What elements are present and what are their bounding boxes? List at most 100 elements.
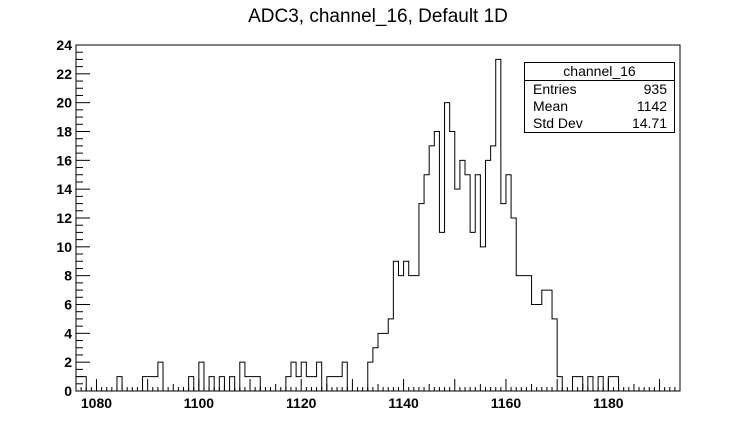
histogram-bin [393,261,398,391]
histogram-bin [342,362,347,391]
y-tick-label: 24 [56,37,72,53]
histogram-bin [598,377,603,391]
histogram-bin [209,377,214,391]
histogram-bin [480,247,485,391]
stats-entries-value: 935 [643,81,667,97]
histogram-bin [153,377,158,391]
histogram-bin [547,290,552,391]
histogram-bin [219,377,224,391]
y-tick-label: 0 [64,383,72,399]
y-tick-label: 2 [64,354,72,370]
histogram-bin [608,377,613,391]
histogram-outline [75,58,680,392]
histogram-bin [301,362,306,391]
stats-box: channel_16 Entries 935 Mean 1142 Std Dev… [524,62,675,133]
histogram-bin [506,175,511,391]
stats-title: channel_16 [525,63,674,81]
stats-stddev-value: 14.71 [631,115,667,131]
histogram-bin [521,276,526,391]
histogram-bin [378,333,383,391]
x-tick-label: 1180 [593,395,624,411]
histogram-bin [419,204,424,391]
histogram-bin [491,146,496,391]
y-tick-label: 20 [56,95,72,111]
histogram-bin [409,276,414,391]
histogram-bin [552,319,557,391]
histogram-bin [199,362,204,391]
histogram-bin [245,377,250,391]
histogram-bin [291,362,296,391]
stats-entries-label: Entries [533,81,577,97]
y-tick-label: 8 [64,268,72,284]
histogram-bin [455,189,460,391]
histogram-bin [250,377,255,391]
histogram-bin [255,377,260,391]
histogram-bin [414,276,419,391]
histogram-bin [557,377,562,391]
histogram-bin [588,377,593,391]
histogram-bin [613,377,618,391]
stats-mean-label: Mean [533,98,569,114]
stats-stddev-label: Std Dev [533,115,583,131]
histogram-bin [537,305,542,392]
histogram-bin [240,362,245,391]
histogram-bin [286,377,291,391]
chart-title: ADC3, channel_16, Default 1D [248,6,508,27]
histogram-bin [311,377,316,391]
histogram-bin [470,232,475,391]
x-tick-label: 1120 [286,395,317,411]
histogram-bin [404,261,409,391]
histogram-bin [296,377,301,391]
histogram-bin [189,377,194,391]
histogram-bin [516,276,521,391]
histogram-bin [526,276,531,391]
y-tick-label: 16 [56,152,72,168]
histogram-bin [465,175,470,391]
histogram-bin [445,103,450,391]
x-tick-label: 1140 [388,395,419,411]
histogram-bin [230,377,235,391]
histogram-bin [388,319,393,391]
histogram-bin [158,362,163,391]
histogram-bin [368,362,373,391]
histogram-bin [496,59,501,391]
y-tick-label: 6 [64,297,72,313]
x-axis: 1080 1100 1120 1140 1160 1180 [75,379,681,411]
histogram-bin [542,290,547,391]
y-tick-label: 12 [56,210,72,226]
histogram-bin [317,362,322,391]
histogram-bin [511,218,516,391]
histogram-bin [501,204,506,391]
x-tick-label: 1100 [184,395,215,411]
histogram-bin [424,175,429,391]
histogram-bin [117,377,122,391]
y-tick-label: 10 [56,239,72,255]
x-tick-label: 1160 [491,395,522,411]
histogram-bin [475,175,480,391]
y-tick-label: 18 [56,124,72,140]
histogram-bin [148,377,153,391]
y-tick-label: 14 [56,181,72,197]
histogram-bin [143,377,148,391]
histogram-bin [578,377,583,391]
histogram-bin [337,377,342,391]
histogram-bin [398,276,403,391]
histogram-bin [383,333,388,391]
histogram-bin [332,377,337,391]
x-tick-label: 1080 [81,395,112,411]
histogram-bin [327,377,332,391]
histogram-bin [373,348,378,391]
histogram-bin [532,305,537,392]
histogram-bin [429,146,434,391]
stats-mean-value: 1142 [636,98,667,114]
histogram-bin [460,160,465,391]
histogram-bin [573,377,578,391]
stats-row-stddev: Std Dev 14.71 [525,115,674,132]
histogram-bin [306,377,311,391]
histogram-bin [439,232,444,391]
y-tick-label: 22 [56,66,72,82]
y-tick-label: 4 [64,325,72,341]
histogram-bin [485,160,490,391]
